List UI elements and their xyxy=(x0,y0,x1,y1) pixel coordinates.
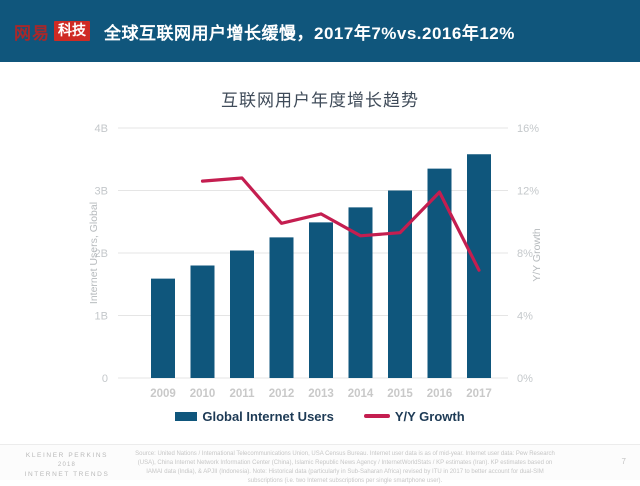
left-axis-title: Internet Users, Global xyxy=(88,202,100,304)
footer-bar: KLEINER PERKINS 2018 INTERNET TRENDS Sou… xyxy=(0,444,640,484)
bar-2017 xyxy=(467,154,491,378)
x-axis-label-2012: 2012 xyxy=(269,388,295,400)
left-axis-tick: 1B xyxy=(95,311,108,323)
right-axis-title: Y/Y Growth xyxy=(531,228,543,282)
x-axis-label-2015: 2015 xyxy=(387,388,413,400)
left-axis-tick: 3B xyxy=(95,186,108,198)
bar-2011 xyxy=(230,250,254,378)
chart-title: 互联网用户年度增长趋势 xyxy=(221,91,419,110)
growth-chart: 0 0% 1B 4% 2B 8% 3B 12% 4B 16% Internet Users, Glo… xyxy=(88,123,543,400)
brand-line-3: INTERNET TRENDS xyxy=(24,471,110,479)
right-axis-tick: 16% xyxy=(517,123,539,135)
bar-2013 xyxy=(309,222,333,378)
x-axis-label-2010: 2010 xyxy=(190,388,216,400)
x-axis-label-2017: 2017 xyxy=(466,388,492,400)
bar-series-swatch xyxy=(175,411,198,421)
bar-2016 xyxy=(427,168,452,378)
netease-logo-text: 网易 xyxy=(14,23,50,43)
brand-line-1: KLEINER PERKINS xyxy=(25,452,109,459)
bar-2010 xyxy=(190,265,215,378)
left-axis-tick: 2B xyxy=(95,248,108,260)
yy-growth-line xyxy=(200,176,481,272)
kleiner-perkins-brand: KLEINER PERKINS 2018 INTERNET TRENDS xyxy=(6,451,128,480)
bar-2015 xyxy=(388,190,412,378)
right-axis-tick: 8% xyxy=(517,248,533,260)
legend-label: Global Internet Users xyxy=(202,408,334,424)
legend-label: Y/Y Growth xyxy=(394,408,465,424)
x-axis-label-2011: 2011 xyxy=(230,388,256,400)
x-axis-label-2009: 2009 xyxy=(150,388,176,400)
page-title: 全球互联网用户增长缓慢，2017年7%vs.2016年12% xyxy=(104,23,515,43)
brand-line-2: 2018 xyxy=(57,462,77,469)
page-number: 7 xyxy=(621,457,626,466)
legend-item-global-internet-users: Global Internet Users xyxy=(175,408,334,424)
line-series-swatch xyxy=(363,414,390,418)
right-axis-tick: 4% xyxy=(517,311,533,323)
x-axis-label-2013: 2013 xyxy=(308,388,334,400)
left-axis-tick: 0 xyxy=(102,373,108,385)
bar-2009 xyxy=(151,278,175,378)
header-bar: 网易 科技 全球互联网用户增长缓慢，2017年7%vs.2016年12% xyxy=(0,0,640,62)
x-axis-label-2014: 2014 xyxy=(348,388,374,400)
right-axis-tick: 0% xyxy=(517,373,533,385)
x-axis-label-2016: 2016 xyxy=(427,388,453,400)
left-axis-tick: 4B xyxy=(95,123,108,135)
source-note: Source: United Nations / International T… xyxy=(135,451,555,484)
right-axis-tick: 12% xyxy=(517,186,539,198)
tech-logo-badge: 科技 xyxy=(54,21,90,41)
bar-2012 xyxy=(269,237,294,378)
netease-tech-logo[interactable]: 网易 科技 xyxy=(14,19,90,44)
legend-item-yy-growth: Y/Y Growth xyxy=(363,408,465,424)
chart-legend: Global Internet Users Y/Y Growth xyxy=(0,406,640,426)
